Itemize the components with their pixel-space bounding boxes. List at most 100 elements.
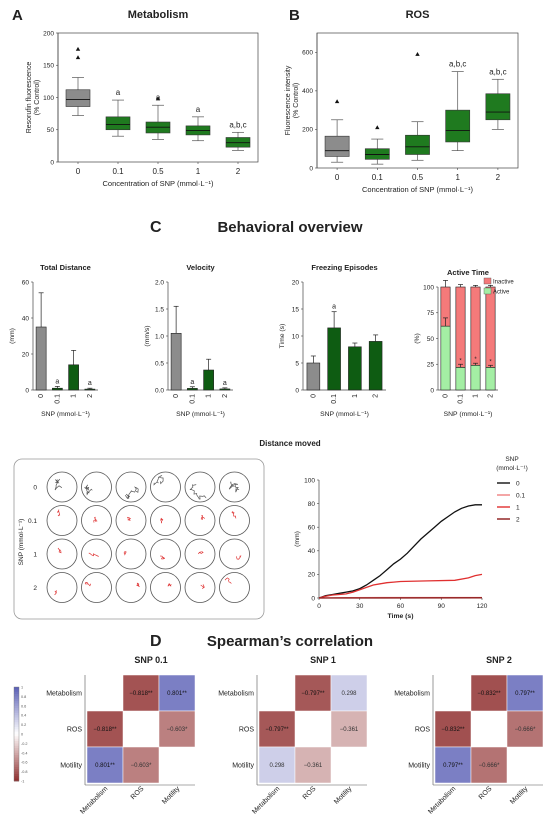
B-outlier-marker xyxy=(375,125,380,130)
track-path xyxy=(231,511,237,519)
spearman-snp-2-column-label: Motility xyxy=(509,785,530,806)
colorbar-tick-label: -1 xyxy=(21,780,24,784)
total-distance-x-tick-label: 1 xyxy=(71,394,78,398)
freezing-episodes-x-axis-label: SNP (mmol·L⁻¹) xyxy=(320,411,369,418)
velocity-significance-label: a xyxy=(190,379,194,386)
spearman-snp-1-cell-value: 0.298 xyxy=(269,763,285,769)
colorbar-tick-label: 1 xyxy=(21,686,23,690)
well-circle xyxy=(150,471,181,503)
A-outlier-marker xyxy=(155,96,161,101)
spearman-snp-1-row-label: Metabolism xyxy=(218,691,254,698)
distance-moved-y-tick-label: 60 xyxy=(308,525,316,532)
legend-swatch-active xyxy=(483,287,492,295)
distance-legend-label: 0 xyxy=(516,481,520,488)
freezing-episodes-bar xyxy=(306,362,321,391)
A-y-axis-label: Resorufin fluorescence xyxy=(26,62,33,134)
colorbar-segment xyxy=(14,773,19,777)
spearman-snp-2-cell-value: −0.666* xyxy=(515,727,537,733)
distance-moved-y-tick-label: 0 xyxy=(311,595,315,602)
total-distance-y-tick-label: 0 xyxy=(25,387,29,394)
spearman-snp-0-1-row-label: Metabolism xyxy=(46,691,82,698)
A-x-axis-label: Concentration of SNP (mmol·L⁻¹) xyxy=(103,179,214,188)
spearman-snp-1-cell xyxy=(294,746,332,784)
B-box xyxy=(445,109,471,143)
active-time-y-tick-label: 50 xyxy=(427,336,435,343)
spearman-snp-0-1-cell-value: −0.818** xyxy=(93,727,117,733)
colorbar-tick-label: -0.6 xyxy=(21,761,28,765)
distance-moved-x-tick-label: 30 xyxy=(356,603,364,610)
well-circle xyxy=(184,471,216,503)
freezing-episodes-y-tick-label: 10 xyxy=(292,333,300,340)
A-significance-label: a,b,c xyxy=(229,120,246,129)
colorbar-segment xyxy=(14,776,19,780)
spearman-snp-1-title: SNP 1 xyxy=(310,655,336,665)
velocity-y-tick-label: 1.0 xyxy=(155,333,164,340)
B-y-axis-label-2: (% Control) xyxy=(293,83,300,118)
total-distance-bar xyxy=(35,326,47,391)
colorbar-segment xyxy=(14,719,19,723)
colorbar-segment xyxy=(14,724,19,728)
B-y-tick-label: 0 xyxy=(309,165,313,172)
spearman-snp-2-cell xyxy=(506,710,544,748)
track-path xyxy=(123,551,127,556)
well-circle xyxy=(150,505,181,536)
distance-legend-title: SNP xyxy=(505,456,518,463)
distance-legend-unit: (mmol·L⁻¹) xyxy=(496,465,528,472)
well-circle xyxy=(150,572,181,603)
active-time-bar-active xyxy=(455,367,466,391)
freezing-episodes-bar xyxy=(368,341,383,391)
spearman-snp-1-cell xyxy=(294,674,332,712)
total-distance-x-tick-label: 0.1 xyxy=(54,394,61,404)
total-distance-significance-label: a xyxy=(55,378,59,385)
active-time-significance-label: * xyxy=(489,359,492,365)
track-path xyxy=(198,551,204,555)
A-x-tick-label: 0.5 xyxy=(152,167,164,176)
track-path xyxy=(54,478,63,491)
spearman-snp-2-cell xyxy=(506,674,544,712)
legend-label-inactive: Inactive xyxy=(493,280,514,286)
spearman-snp-2-column-label: Metabolism xyxy=(427,785,457,815)
colorbar-segment xyxy=(14,750,19,754)
freezing-episodes-y-axis-label: Time (s) xyxy=(279,324,286,349)
colorbar-segment xyxy=(14,694,19,697)
active-time-y-axis-label: (%) xyxy=(414,333,421,344)
track-path xyxy=(153,475,164,486)
distance-moved-x-tick-label: 120 xyxy=(477,603,488,610)
track-path xyxy=(200,515,205,520)
active-time-y-tick-label: 75 xyxy=(427,310,435,317)
panel-letter-B: B xyxy=(289,7,300,24)
total-distance-y-axis-label: (mm) xyxy=(9,328,16,344)
spearman-snp-2-row-label: Motility xyxy=(408,763,430,770)
distance-moved-y-tick-label: 100 xyxy=(304,477,315,484)
spearman-snp-0-1-cell xyxy=(86,710,124,748)
A-outlier-marker xyxy=(75,46,81,51)
total-distance-x-tick-label: 0 xyxy=(38,394,45,398)
colorbar-segment xyxy=(14,752,19,756)
colorbar-segment xyxy=(14,762,19,765)
active-time-y-tick-label: 25 xyxy=(427,362,435,369)
spearman-snp-0-1-cell-value: 0.801** xyxy=(167,691,187,697)
B-y-tick-label: 400 xyxy=(302,88,313,95)
spearman-snp-1-column-label: Motility xyxy=(333,785,354,806)
panel-letter-C: C xyxy=(150,219,162,236)
colorbar-segment xyxy=(14,734,19,737)
A-significance-label: a xyxy=(196,105,201,114)
B-outlier-marker xyxy=(334,99,340,104)
total-distance-y-tick-label: 20 xyxy=(22,351,30,358)
freezing-episodes-y-tick-label: 15 xyxy=(292,306,300,313)
spearman-snp-2-cell xyxy=(470,674,508,712)
B-x-tick-label: 0.5 xyxy=(412,173,424,182)
total-distance-bar xyxy=(84,388,96,391)
active-time-x-tick-label: 2 xyxy=(488,394,495,398)
legend-label-active: Active xyxy=(493,290,510,296)
spearman-snp-1-cell-value: −0.361 xyxy=(340,727,359,733)
freezing-episodes-bar xyxy=(327,327,341,391)
spearman-snp-0-1-cell-value: 0.801** xyxy=(95,763,115,769)
B-y-tick-label: 200 xyxy=(302,127,313,134)
active-time-x-tick-label: 1 xyxy=(473,394,480,398)
A-outlier-marker xyxy=(75,55,81,60)
track-path xyxy=(224,577,232,584)
velocity-y-tick-label: 2.0 xyxy=(155,279,164,286)
